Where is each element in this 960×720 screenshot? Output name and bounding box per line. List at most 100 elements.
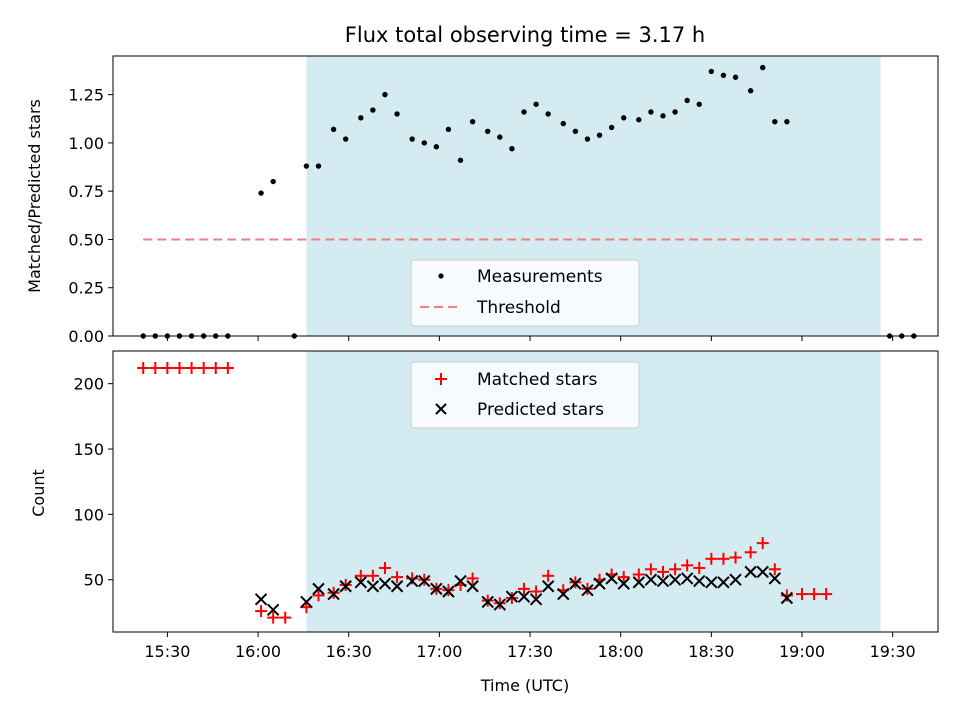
top-y-tick-label: 1.00 (68, 134, 104, 153)
measurement-point (509, 145, 515, 152)
measurement-point (696, 101, 702, 107)
bottom-y-axis-label: Count (29, 469, 48, 517)
predicted-star-point (744, 565, 757, 579)
predicted-star-point-b (605, 572, 618, 585)
measurement-point (303, 163, 310, 169)
measurement-point (760, 64, 766, 71)
predicted-star-point (430, 582, 443, 596)
measurement-points (140, 64, 917, 339)
predicted-star-point-b (569, 577, 582, 590)
measurement-point (596, 132, 603, 138)
top-panel: Flux total observing time = 3.17 h 0.000… (25, 23, 939, 346)
measurement-point (457, 157, 464, 163)
predicted-star-point (481, 595, 494, 609)
measurement-point (772, 118, 778, 125)
predicted-star-point-b (744, 565, 757, 579)
predicted-star-point-b (442, 585, 455, 598)
legend-measurements-marker (438, 273, 444, 279)
predicted-star-point (780, 591, 794, 605)
predicted-star-point (405, 574, 419, 588)
predicted-star-point-b (493, 598, 507, 611)
measurement-point (672, 109, 678, 115)
matched-star-point (820, 588, 833, 601)
predicted-star-point-b (300, 595, 313, 609)
measurement-point (342, 136, 349, 142)
legend-predicted-marker-b (435, 403, 447, 415)
predicted-star-point (378, 577, 392, 590)
predicted-star-point (705, 576, 718, 589)
x-tick-label: 16:30 (326, 642, 372, 661)
matched-star-point (796, 588, 809, 601)
measurement-point (382, 91, 388, 98)
predicted-star-point-b (454, 574, 467, 588)
predicted-star-point-b (693, 574, 706, 588)
matched-star-point (378, 561, 391, 574)
x-tick-label: 16:00 (235, 642, 281, 661)
legend-matched-marker (435, 373, 447, 385)
bottom-y-tick-label: 150 (73, 440, 104, 459)
measurement-point (409, 136, 415, 142)
predicted-star-point-b (505, 590, 519, 603)
predicted-star-point-b (466, 580, 479, 593)
matched-star-point (617, 571, 630, 584)
measurement-point (708, 68, 715, 75)
x-tick-label: 18:00 (598, 642, 644, 661)
predicted-star-point-b (529, 593, 543, 606)
matched-star-point (542, 569, 555, 582)
matched-star-point (466, 572, 479, 585)
predicted-star-point (493, 598, 507, 611)
predicted-star-point-b (656, 574, 670, 588)
measurement-point (394, 111, 400, 117)
measurement-point (421, 140, 427, 146)
matched-star-point (644, 563, 657, 576)
predicted-star-point-b (354, 576, 368, 589)
matched-star-point (681, 559, 694, 572)
predicted-star-point-b (632, 576, 646, 589)
matched-star-point (209, 361, 222, 374)
bottom-legend-box (410, 361, 640, 429)
x-tick-label: 17:00 (416, 642, 462, 661)
matched-star-point (530, 585, 543, 598)
predicted-star-point-b (378, 577, 392, 590)
bottom-y-ticks: 50 100 150 200 (73, 375, 113, 590)
predicted-star-point (454, 574, 467, 588)
predicted-star-point-b (780, 591, 794, 605)
measurement-point (621, 115, 627, 121)
matched-star-point (197, 361, 210, 374)
predicted-star-point-b (617, 577, 630, 590)
predicted-star-point (605, 572, 618, 585)
predicted-star-point-b (266, 603, 280, 616)
predicted-star-point-b (557, 587, 570, 601)
matched-star-point (391, 571, 404, 584)
measurement-point (258, 190, 264, 196)
predicted-star-point (517, 590, 531, 603)
x-tick-label: 19:00 (779, 642, 825, 661)
predicted-star-point (680, 572, 694, 585)
predicted-star-point (632, 576, 646, 589)
predicted-star-point-b (729, 573, 742, 586)
predicted-star-point (505, 590, 519, 603)
predicted-star-point (717, 576, 730, 589)
predicted-star-point-b (756, 565, 769, 579)
predicted-star-point (541, 580, 555, 593)
matched-star-point (729, 551, 742, 564)
legend-predicted-marker (435, 403, 447, 415)
predicted-star-point-b (717, 576, 730, 589)
measurement-point (584, 136, 591, 142)
predicted-star-point (693, 574, 706, 588)
bottom-y-tick-label: 100 (73, 505, 104, 524)
bottom-y-tick-label: 200 (73, 375, 104, 394)
count-points (137, 361, 833, 624)
predicted-star-point (617, 577, 630, 590)
predicted-star-point (768, 572, 782, 585)
matched-star-point (808, 588, 821, 601)
x-tick-label: 15:30 (144, 642, 190, 661)
top-y-tick-label: 0.25 (68, 279, 104, 298)
measurement-point (469, 118, 476, 125)
matched-star-point (173, 361, 186, 374)
bottom-y-tick-label: 50 (84, 571, 104, 590)
matched-star-point (221, 361, 234, 374)
top-y-tick-label: 1.25 (68, 86, 104, 105)
matched-star-point (669, 563, 682, 576)
matched-star-point (279, 611, 292, 624)
